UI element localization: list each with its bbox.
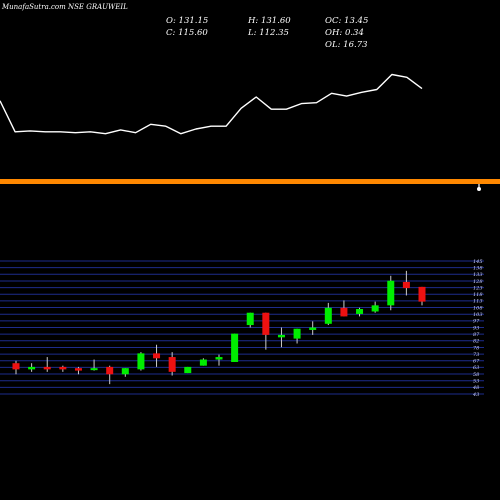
candle-down <box>153 353 161 359</box>
ohlc-low: L: 112.35 <box>248 28 289 38</box>
y-tick-label: 78 <box>473 345 479 351</box>
ohlc-oc: OC: 13.45 <box>325 16 369 26</box>
y-tick-label: 113 <box>473 299 483 305</box>
y-tick-label: 108 <box>473 305 483 311</box>
price-line-panel <box>0 73 423 135</box>
candle-up <box>309 327 317 330</box>
candle-up <box>387 280 395 306</box>
candle-grid <box>0 260 484 395</box>
y-tick-label: 128 <box>473 279 483 285</box>
candle-up <box>356 309 364 314</box>
y-tick-label: 87 <box>473 332 480 338</box>
y-tick-label: 63 <box>473 365 479 371</box>
ohlc-ol: OL: 16.73 <box>325 40 368 50</box>
y-tick-label: 145 <box>473 259 483 265</box>
y-tick-label: 53 <box>473 379 479 385</box>
y-tick-label: 58 <box>473 372 479 378</box>
y-axis-ticks: 1451381331281231181131081039793878278736… <box>472 259 483 398</box>
watermark-label: MunafaSutra.com NSE GRAUWEIL <box>2 3 128 11</box>
price-line <box>0 73 423 135</box>
y-tick-label: 103 <box>473 312 483 318</box>
ohlc-oh: OH: 0.34 <box>325 28 364 38</box>
candle-up <box>137 353 145 370</box>
y-tick-label: 48 <box>472 385 479 391</box>
ohlc-high: H: 131.60 <box>248 16 291 26</box>
y-tick-label: 118 <box>473 292 483 298</box>
y-tick-label: 133 <box>473 272 483 278</box>
candle-up <box>215 357 223 360</box>
candle-up <box>199 359 207 366</box>
candle-up <box>184 366 192 374</box>
divider-panel <box>0 179 500 191</box>
y-tick-label: 67 <box>473 359 480 365</box>
candle-down <box>262 312 270 335</box>
candle-up <box>121 368 129 375</box>
y-tick-label: 97 <box>473 319 480 325</box>
candle-up <box>90 368 98 371</box>
y-tick-label: 82 <box>473 339 479 345</box>
candle-down <box>402 281 410 289</box>
candle-up <box>293 328 301 339</box>
candle-down <box>106 366 114 375</box>
candle-up <box>246 312 254 326</box>
orange-divider <box>0 179 500 184</box>
y-tick-label: 43 <box>472 392 479 398</box>
y-tick-label: 123 <box>473 285 483 291</box>
candle-down <box>168 357 176 372</box>
candle-up <box>231 333 239 362</box>
candle-down <box>59 366 67 370</box>
candle-up <box>277 334 285 338</box>
candle-down <box>74 368 82 371</box>
candle-down <box>418 286 426 302</box>
candle-up <box>28 366 36 370</box>
candle-up <box>371 305 379 312</box>
candle-down <box>340 307 348 317</box>
candle-down <box>12 363 20 370</box>
y-tick-label: 73 <box>473 352 479 358</box>
ohlc-open: O: 131.15 <box>166 16 209 26</box>
ohlc-close: C: 115.60 <box>166 28 208 38</box>
y-tick-label: 138 <box>473 265 483 271</box>
y-tick-label: 93 <box>473 325 479 331</box>
candle-panel <box>12 270 426 385</box>
candle-up <box>324 307 332 324</box>
candle-down <box>43 366 51 370</box>
scroll-marker-stem <box>478 184 480 189</box>
